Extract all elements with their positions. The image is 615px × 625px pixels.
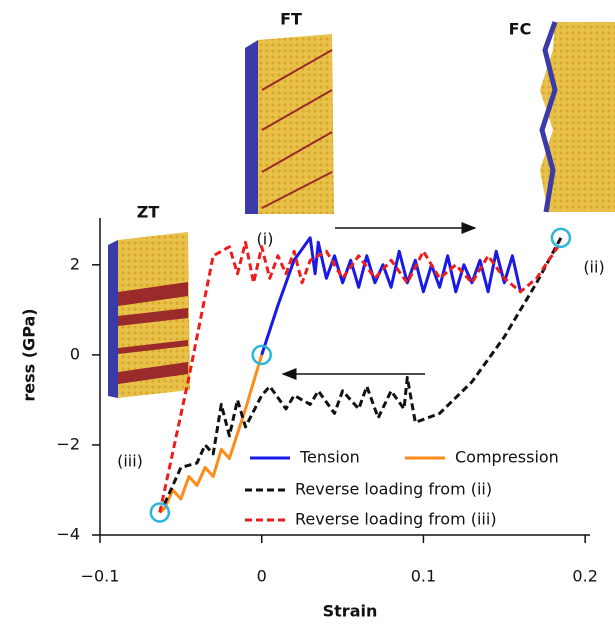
y-tick-label: −2 bbox=[56, 434, 80, 453]
inset-fc bbox=[539, 21, 615, 213]
series-line bbox=[158, 240, 563, 513]
inset-label: FT bbox=[280, 10, 302, 29]
series-line bbox=[163, 237, 563, 505]
legend-label: Tension bbox=[299, 448, 360, 467]
highlight-marker bbox=[251, 344, 272, 366]
series-line bbox=[158, 354, 264, 514]
legend-label: Compression bbox=[455, 448, 559, 467]
inset-label: ZT bbox=[137, 203, 160, 222]
inset-ft bbox=[245, 34, 334, 214]
inset-label: FC bbox=[509, 20, 532, 39]
x-tick-label: 0.1 bbox=[411, 567, 436, 586]
y-tick-label: 2 bbox=[70, 254, 80, 273]
x-axis-label: Strain bbox=[323, 602, 378, 621]
y-tick-label: −4 bbox=[56, 525, 80, 544]
inset-zt bbox=[108, 232, 190, 398]
y-tick-label: 0 bbox=[70, 344, 80, 363]
highlight-marker bbox=[149, 502, 171, 523]
annotation: (iii) bbox=[117, 452, 143, 471]
axes bbox=[99, 218, 590, 536]
x-tick-label: −0.1 bbox=[81, 567, 120, 586]
y-axis-label: ress (GPa) bbox=[20, 308, 39, 401]
annotation: (i) bbox=[257, 230, 274, 249]
legend-label: Reverse loading from (ii) bbox=[295, 480, 492, 499]
x-tick-label: 0 bbox=[257, 567, 267, 586]
series-line bbox=[260, 236, 522, 356]
annotation: (ii) bbox=[583, 258, 604, 277]
x-tick-label: 0.2 bbox=[572, 567, 597, 586]
highlight-marker bbox=[550, 227, 572, 249]
legend-label: Reverse loading from (iii) bbox=[295, 510, 497, 529]
